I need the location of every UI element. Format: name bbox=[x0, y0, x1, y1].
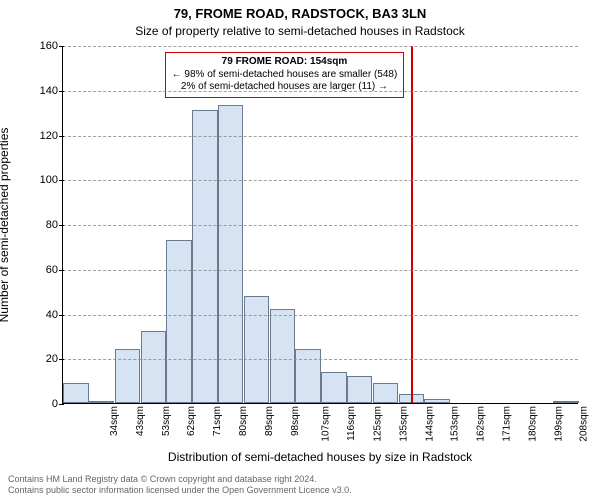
x-tick-label: 71sqm bbox=[212, 406, 223, 436]
histogram-bar bbox=[321, 372, 346, 403]
histogram-bar bbox=[553, 401, 578, 403]
x-tick-label: 125sqm bbox=[372, 406, 383, 442]
histogram-bar bbox=[295, 349, 320, 403]
x-tick-label: 98sqm bbox=[290, 406, 301, 436]
y-tick-label: 20 bbox=[26, 353, 58, 365]
x-tick-label: 180sqm bbox=[527, 406, 538, 442]
gridline bbox=[63, 270, 578, 271]
footer-line1: Contains HM Land Registry data © Crown c… bbox=[8, 474, 592, 485]
x-tick-label: 80sqm bbox=[238, 406, 249, 436]
x-tick-label: 89sqm bbox=[264, 406, 275, 436]
gridline bbox=[63, 46, 578, 47]
histogram-bar bbox=[166, 240, 191, 403]
y-tick-label: 80 bbox=[26, 219, 58, 231]
x-tick-label: 62sqm bbox=[186, 406, 197, 436]
chart-title-line1: 79, FROME ROAD, RADSTOCK, BA3 3LN bbox=[0, 6, 600, 21]
gridline bbox=[63, 359, 578, 360]
gridline bbox=[63, 91, 578, 92]
x-axis-label: Distribution of semi-detached houses by … bbox=[62, 450, 578, 464]
footer-line2: Contains public sector information licen… bbox=[8, 485, 592, 496]
x-tick-label: 153sqm bbox=[450, 406, 461, 442]
x-tick-label: 171sqm bbox=[501, 406, 512, 442]
histogram-bar bbox=[89, 401, 114, 403]
y-tick-label: 140 bbox=[26, 85, 58, 97]
x-tick-label: 135sqm bbox=[398, 406, 409, 442]
callout-line1: 79 FROME ROAD: 154sqm bbox=[172, 56, 398, 69]
gridline bbox=[63, 180, 578, 181]
x-tick-label: 208sqm bbox=[579, 406, 590, 442]
x-tick-label: 53sqm bbox=[161, 406, 172, 436]
x-tick-label: 43sqm bbox=[135, 406, 146, 436]
x-tick-label: 199sqm bbox=[553, 406, 564, 442]
histogram-bar bbox=[115, 349, 140, 403]
histogram-bar bbox=[373, 383, 398, 403]
chart-title-line2: Size of property relative to semi-detach… bbox=[0, 24, 600, 38]
footer: Contains HM Land Registry data © Crown c… bbox=[8, 474, 592, 496]
x-tick-label: 107sqm bbox=[321, 406, 332, 442]
x-tick-label: 162sqm bbox=[476, 406, 487, 442]
x-tick-label: 144sqm bbox=[424, 406, 435, 442]
plot-area: 79 FROME ROAD: 154sqm ← 98% of semi-deta… bbox=[62, 46, 578, 404]
x-tick-label: 116sqm bbox=[346, 406, 357, 441]
y-tick-label: 100 bbox=[26, 174, 58, 186]
y-tick-label: 40 bbox=[26, 309, 58, 321]
histogram-bar bbox=[63, 383, 88, 403]
x-tick-label: 34sqm bbox=[109, 406, 120, 436]
gridline bbox=[63, 136, 578, 137]
gridline bbox=[63, 315, 578, 316]
histogram-bar bbox=[424, 399, 449, 403]
gridline bbox=[63, 225, 578, 226]
y-tick-label: 0 bbox=[26, 398, 58, 410]
callout-line2: ← 98% of semi-detached houses are smalle… bbox=[172, 69, 398, 82]
histogram-bar bbox=[244, 296, 269, 403]
histogram-bar bbox=[347, 376, 372, 403]
chart-container: 79, FROME ROAD, RADSTOCK, BA3 3LN Size o… bbox=[0, 0, 600, 500]
y-tick-label: 160 bbox=[26, 40, 58, 52]
y-tick-label: 60 bbox=[26, 264, 58, 276]
y-axis-label: Number of semi-detached properties bbox=[0, 75, 11, 375]
histogram-bar bbox=[141, 331, 166, 403]
y-tick-label: 120 bbox=[26, 130, 58, 142]
histogram-bar bbox=[270, 309, 295, 403]
